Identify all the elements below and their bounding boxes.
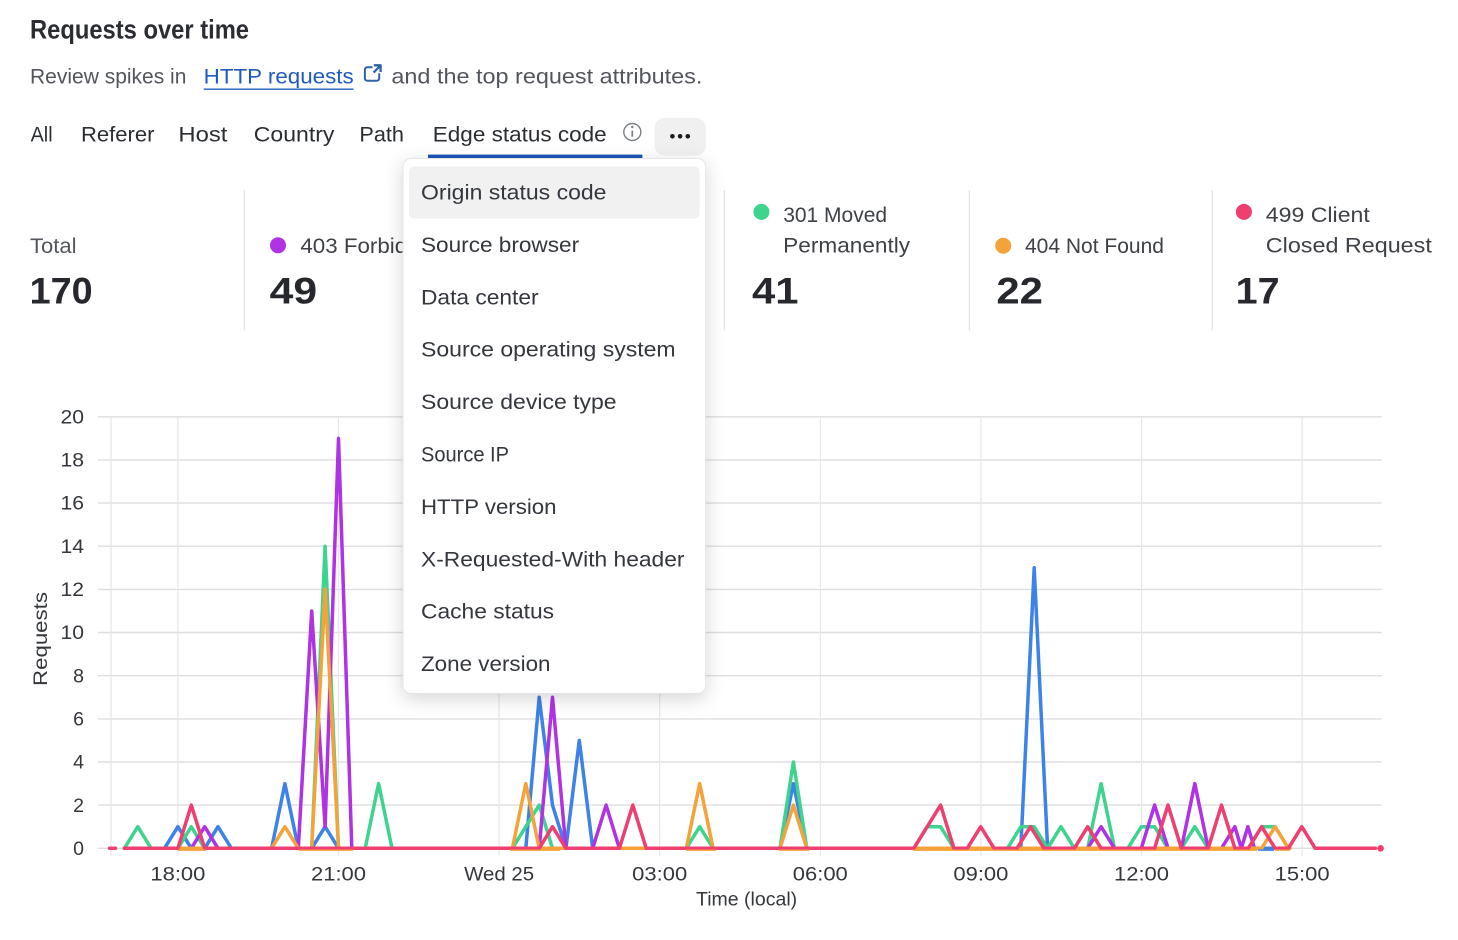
svg-text:Host: Host xyxy=(178,124,227,147)
svg-text:20: 20 xyxy=(61,406,85,428)
svg-text:18: 18 xyxy=(61,450,85,472)
svg-text:09:00: 09:00 xyxy=(953,863,1008,885)
svg-text:12:00: 12:00 xyxy=(1114,863,1169,885)
svg-text:Source operating system: Source operating system xyxy=(421,339,676,362)
svg-text:4: 4 xyxy=(73,752,84,774)
svg-text:Permanently: Permanently xyxy=(783,234,910,257)
svg-text:Time (local): Time (local) xyxy=(696,889,797,911)
svg-text:All: All xyxy=(31,124,53,147)
svg-text:HTTP version: HTTP version xyxy=(421,496,557,519)
svg-text:18:00: 18:00 xyxy=(150,863,205,885)
svg-text:499 Client: 499 Client xyxy=(1266,204,1370,227)
svg-text:Source device type: Source device type xyxy=(421,391,617,414)
svg-text:2: 2 xyxy=(73,795,84,817)
svg-text:Edge status code: Edge status code xyxy=(433,124,607,147)
svg-text:0: 0 xyxy=(73,838,84,860)
svg-text:Country: Country xyxy=(254,124,335,147)
svg-text:Total: Total xyxy=(30,235,77,258)
svg-text:17: 17 xyxy=(1236,271,1280,312)
svg-text:Review spikes in: Review spikes in xyxy=(30,66,186,89)
svg-text:16: 16 xyxy=(61,493,85,515)
svg-text:Wed 25: Wed 25 xyxy=(464,863,534,885)
svg-text:6: 6 xyxy=(73,709,84,731)
svg-text:10: 10 xyxy=(61,622,85,644)
svg-text:Source IP: Source IP xyxy=(421,444,509,467)
svg-text:41: 41 xyxy=(752,271,799,312)
svg-text:03:00: 03:00 xyxy=(632,863,687,885)
svg-text:404 Not Found: 404 Not Found xyxy=(1025,235,1164,258)
svg-text:170: 170 xyxy=(30,271,93,312)
svg-text:301 Moved: 301 Moved xyxy=(783,204,887,227)
svg-text:Closed Request: Closed Request xyxy=(1266,234,1432,257)
svg-text:21:00: 21:00 xyxy=(311,863,366,885)
svg-text:HTTP requests: HTTP requests xyxy=(204,66,354,89)
svg-text:14: 14 xyxy=(61,536,85,558)
svg-text:8: 8 xyxy=(73,665,84,687)
svg-text:49: 49 xyxy=(270,271,318,312)
svg-text:Data center: Data center xyxy=(421,286,539,309)
svg-text:Origin status code: Origin status code xyxy=(421,182,607,205)
svg-text:Requests over time: Requests over time xyxy=(30,14,249,44)
svg-text:Path: Path xyxy=(359,124,404,147)
svg-text:and the top request attributes: and the top request attributes. xyxy=(391,66,702,89)
svg-text:X-Requested-With header: X-Requested-With header xyxy=(421,548,685,571)
svg-text:22: 22 xyxy=(996,271,1043,312)
svg-text:Referer: Referer xyxy=(81,124,154,147)
svg-text:Requests: Requests xyxy=(30,592,52,686)
svg-text:12: 12 xyxy=(61,579,85,601)
svg-text:Source browser: Source browser xyxy=(421,234,579,257)
svg-text:Zone version: Zone version xyxy=(421,653,551,676)
svg-text:15:00: 15:00 xyxy=(1275,863,1330,885)
svg-text:Cache status: Cache status xyxy=(421,601,554,624)
svg-text:06:00: 06:00 xyxy=(793,863,848,885)
